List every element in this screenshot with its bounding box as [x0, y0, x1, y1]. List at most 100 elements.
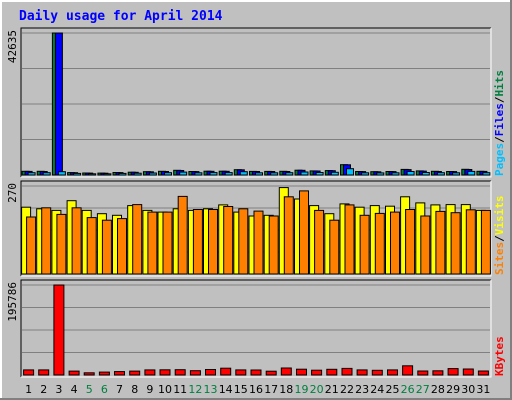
bar-sites-day-26 [406, 210, 415, 275]
bar-sites-day-23 [360, 215, 369, 274]
panel-side-legend: Pages/Files/Hits [493, 70, 506, 176]
bar-sites-day-12 [193, 210, 202, 275]
chart-panels: 42635Pages/Files/Hits270Sites/Visits1957… [6, 28, 506, 377]
day-label-20: 20 [310, 383, 324, 396]
day-label-16: 16 [249, 383, 263, 396]
bar-pages-day-13 [210, 173, 217, 175]
bar-pages-day-3 [58, 172, 65, 175]
bar-kbytes-day-15 [236, 370, 246, 375]
bar-pages-day-23 [362, 173, 369, 175]
bar-sites-day-19 [300, 191, 309, 274]
bar-sites-day-4 [72, 208, 81, 274]
bar-pages-day-30 [468, 171, 475, 175]
bar-kbytes-day-25 [388, 370, 398, 375]
day-label-17: 17 [264, 383, 278, 396]
bar-kbytes-day-31 [478, 371, 488, 375]
bar-kbytes-day-21 [327, 369, 337, 375]
bar-kbytes-day-4 [69, 371, 79, 375]
bar-sites-day-16 [254, 211, 263, 274]
day-label-1: 1 [25, 383, 32, 396]
bar-pages-day-10 [165, 173, 172, 175]
bar-kbytes-day-20 [312, 370, 322, 375]
legend-entry: Visits [493, 196, 506, 236]
bar-sites-day-30 [466, 210, 475, 274]
panel-background [21, 280, 491, 377]
bar-pages-day-20 [316, 173, 323, 176]
bar-kbytes-day-22 [342, 368, 352, 375]
bar-pages-day-11 [180, 172, 187, 175]
day-label-22: 22 [340, 383, 354, 396]
bar-sites-day-29 [451, 213, 460, 274]
panel-background [21, 28, 491, 177]
legend-entry: KBytes [493, 336, 506, 376]
bar-sites-day-5 [87, 218, 96, 274]
bar-sites-day-24 [375, 213, 384, 274]
legend-entry: Sites [493, 242, 506, 275]
day-label-13: 13 [204, 383, 218, 396]
day-label-11: 11 [173, 383, 187, 396]
legend-entry: Files [493, 103, 506, 136]
day-label-24: 24 [370, 383, 384, 396]
panel-side-legend: KBytes [493, 336, 506, 376]
bar-pages-day-6 [104, 174, 111, 175]
day-label-30: 30 [461, 383, 475, 396]
day-label-21: 21 [325, 383, 339, 396]
day-label-29: 29 [446, 383, 460, 396]
day-label-8: 8 [131, 383, 138, 396]
bar-pages-day-31 [483, 173, 490, 175]
bar-sites-day-6 [102, 220, 111, 274]
bar-pages-day-27 [422, 173, 429, 176]
bar-kbytes-day-30 [463, 369, 473, 375]
bar-kbytes-day-10 [160, 370, 170, 375]
bar-files-day-3 [55, 33, 62, 175]
bar-sites-day-21 [330, 220, 339, 274]
bar-kbytes-day-23 [357, 370, 367, 375]
bar-sites-day-15 [239, 209, 248, 274]
bar-kbytes-day-24 [372, 370, 382, 375]
bar-kbytes-day-26 [403, 366, 413, 375]
bar-pages-day-22 [347, 169, 354, 175]
bar-kbytes-day-19 [297, 369, 307, 375]
bar-sites-day-31 [481, 210, 490, 274]
bar-kbytes-day-2 [39, 370, 49, 375]
bar-pages-day-14 [225, 173, 232, 175]
day-label-3: 3 [55, 383, 62, 396]
bar-pages-day-12 [195, 173, 202, 175]
bar-sites-day-2 [42, 208, 51, 274]
bar-pages-day-26 [407, 172, 414, 176]
day-label-12: 12 [188, 383, 202, 396]
bar-pages-day-2 [43, 173, 50, 175]
bar-sites-day-27 [421, 216, 430, 274]
bar-sites-day-10 [163, 212, 172, 274]
bar-pages-day-15 [240, 172, 247, 175]
bar-sites-day-8 [133, 205, 142, 274]
bar-sites-day-11 [178, 196, 187, 274]
day-label-9: 9 [146, 383, 153, 396]
bar-kbytes-day-13 [206, 370, 216, 376]
bar-pages-day-8 [134, 173, 141, 175]
bar-pages-day-28 [437, 173, 444, 175]
bar-kbytes-day-28 [433, 371, 443, 375]
bar-sites-day-28 [436, 211, 445, 274]
bar-kbytes-day-3 [54, 285, 64, 375]
day-label-15: 15 [234, 383, 248, 396]
bar-kbytes-day-9 [145, 370, 155, 375]
bar-pages-day-25 [392, 173, 399, 175]
day-label-26: 26 [401, 383, 415, 396]
bar-sites-day-9 [148, 212, 157, 274]
day-label-2: 2 [40, 383, 47, 396]
panel-max-label: 42635 [6, 30, 19, 63]
bar-sites-day-18 [284, 197, 293, 274]
day-label-19: 19 [295, 383, 309, 396]
bar-kbytes-day-12 [190, 371, 200, 375]
bar-kbytes-day-29 [448, 369, 458, 375]
bar-pages-day-4 [74, 173, 81, 175]
day-label-25: 25 [386, 383, 400, 396]
bar-pages-day-18 [286, 173, 293, 175]
panel-kbytes: 195786KBytes [6, 280, 506, 377]
day-label-6: 6 [101, 383, 108, 396]
day-label-14: 14 [219, 383, 233, 396]
bar-pages-day-24 [377, 173, 384, 175]
chart-title: Daily usage for April 2014 [19, 9, 223, 24]
